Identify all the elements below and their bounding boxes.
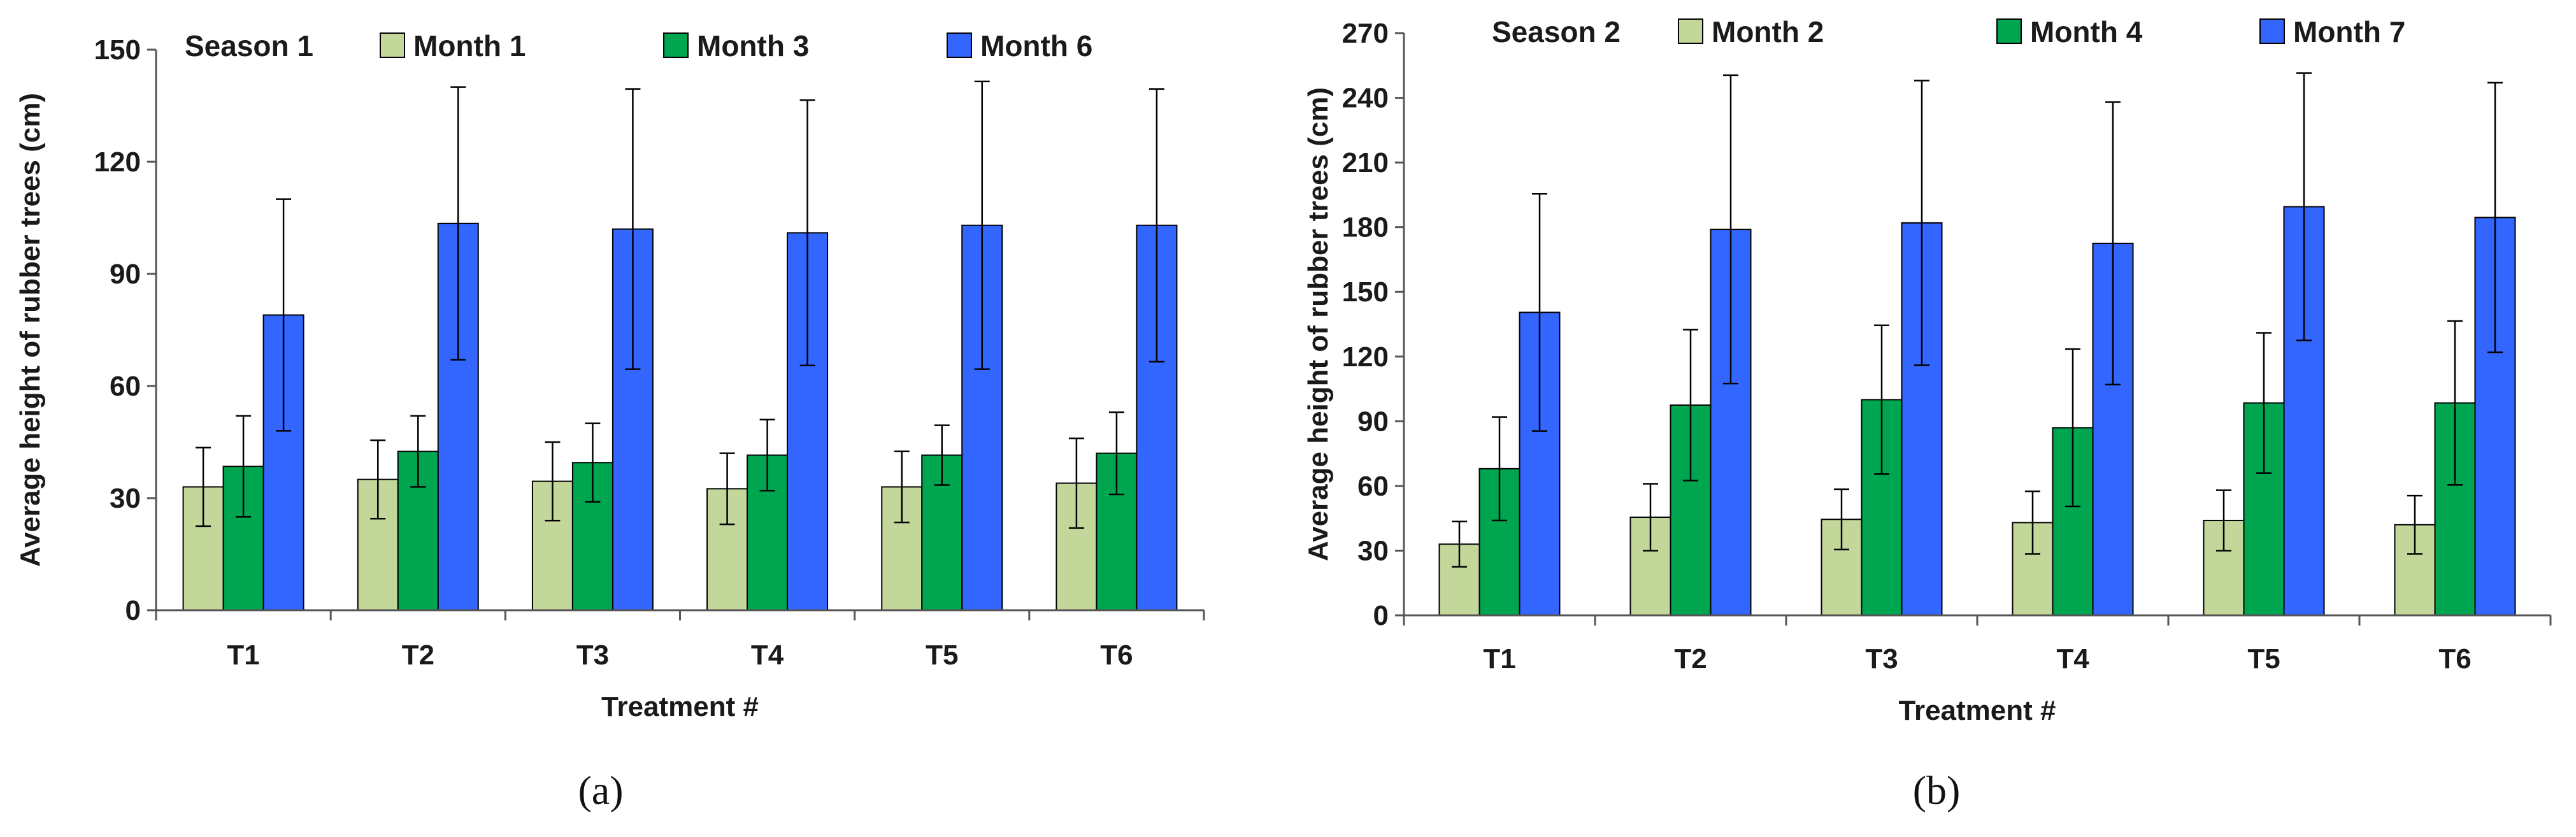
x-tick-label-t5: T5 <box>2247 643 2280 675</box>
y-axis-title: Average height of rubber trees (cm) <box>15 93 46 567</box>
legend-label-month-7: Month 7 <box>2293 15 2405 48</box>
y-tick-label: 0 <box>1373 600 1389 631</box>
x-tick-label-t3: T3 <box>1865 643 1898 675</box>
legend-label-month-3: Month 3 <box>697 29 809 62</box>
x-tick-label-t1: T1 <box>1483 643 1515 675</box>
x-tick-label-t5: T5 <box>926 640 958 671</box>
legend-label-month-6: Month 6 <box>980 29 1092 62</box>
y-tick-label: 210 <box>1342 147 1389 178</box>
panel-label: (a) <box>578 768 623 813</box>
chart-panel-b: 0 30 60 90 120 150 180 210 240 270 T1 T2 T3 T4 T5 T6 Tre… <box>1303 15 2552 813</box>
y-tick-label: 120 <box>94 147 141 178</box>
legend-label-month-1: Month 1 <box>413 29 526 62</box>
legend-label-month-2: Month 2 <box>1712 15 1824 48</box>
x-tick-label-t2: T2 <box>1674 643 1707 675</box>
bar-month-6-t4 <box>787 232 829 611</box>
x-tick-label-t3: T3 <box>576 640 609 671</box>
panel-label: (b) <box>1913 768 1961 813</box>
legend-swatch-month-4 <box>1996 18 2022 44</box>
x-tick-label-t6: T6 <box>2438 643 2471 675</box>
y-tick-label: 150 <box>1342 276 1389 308</box>
x-tick-label-t4: T4 <box>2056 643 2089 675</box>
y-tick-label: 30 <box>1357 535 1389 566</box>
x-tick-label-t4: T4 <box>751 640 784 671</box>
legend-swatch-month-1 <box>380 32 405 58</box>
x-tick-label-t2: T2 <box>402 640 434 671</box>
y-tick-label: 120 <box>1342 341 1389 373</box>
legend-label-month-4: Month 4 <box>2030 15 2143 48</box>
y-tick-label: 270 <box>1342 18 1389 49</box>
y-tick-label: 60 <box>1357 471 1389 502</box>
x-axis-title: Treatment # <box>1899 695 2056 726</box>
x-tick-label-t6: T6 <box>1100 640 1133 671</box>
y-axis-title: Average height of rubber trees (cm) <box>1303 87 1334 561</box>
y-tick-label: 60 <box>110 371 141 402</box>
y-tick-label: 240 <box>1342 83 1389 114</box>
y-tick-label: 90 <box>110 259 141 290</box>
x-tick-label-t1: T1 <box>227 640 259 671</box>
season-label: Season 1 <box>185 29 313 62</box>
y-tick-label: 180 <box>1342 212 1389 243</box>
y-tick-label: 90 <box>1357 406 1389 437</box>
chart-panel-a: 0 30 60 90 120 150 T1 T2 T3 T4 T5 T6 Treatment # Aver… <box>15 29 1205 813</box>
legend-swatch-month-6 <box>947 32 972 58</box>
legend-swatch-month-2 <box>1678 18 1703 44</box>
legend-swatch-month-7 <box>2259 18 2285 44</box>
y-tick-label: 0 <box>125 595 141 626</box>
y-tick-label: 150 <box>94 34 141 66</box>
x-axis-title: Treatment # <box>601 691 759 722</box>
y-tick-label: 30 <box>110 483 141 514</box>
season-label: Season 2 <box>1492 15 1621 48</box>
legend-swatch-month-3 <box>663 32 689 58</box>
